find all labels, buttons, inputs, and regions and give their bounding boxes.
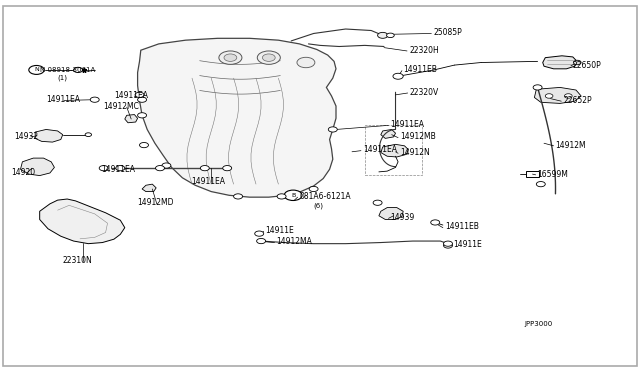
- Circle shape: [29, 65, 44, 74]
- Circle shape: [444, 243, 452, 248]
- Text: (1): (1): [58, 74, 68, 81]
- Text: 081A6-6121A: 081A6-6121A: [300, 192, 351, 201]
- Circle shape: [99, 166, 108, 171]
- Text: 14911EA: 14911EA: [390, 120, 424, 129]
- Circle shape: [200, 166, 209, 171]
- Circle shape: [564, 94, 572, 98]
- Text: 14911EA: 14911EA: [114, 92, 148, 100]
- Circle shape: [284, 190, 302, 201]
- Circle shape: [234, 194, 243, 199]
- Circle shape: [277, 194, 286, 199]
- Circle shape: [138, 113, 147, 118]
- Circle shape: [328, 127, 337, 132]
- Text: JPP3000: JPP3000: [525, 321, 553, 327]
- Text: B: B: [291, 193, 295, 198]
- Polygon shape: [138, 38, 336, 197]
- Text: 25085P: 25085P: [434, 28, 463, 37]
- Circle shape: [444, 241, 452, 246]
- Polygon shape: [125, 115, 138, 123]
- Circle shape: [223, 166, 232, 171]
- Circle shape: [573, 60, 581, 65]
- Circle shape: [219, 51, 242, 64]
- Text: 14912N: 14912N: [400, 148, 429, 157]
- Circle shape: [85, 133, 92, 137]
- Text: 14912M: 14912M: [556, 141, 586, 150]
- Circle shape: [373, 200, 382, 205]
- Polygon shape: [142, 184, 156, 192]
- Text: 22310N: 22310N: [63, 256, 92, 265]
- Circle shape: [156, 166, 164, 171]
- Text: (6): (6): [314, 202, 324, 209]
- Text: 14911EB: 14911EB: [403, 65, 437, 74]
- Text: 22320H: 22320H: [410, 46, 439, 55]
- Text: 14912MB: 14912MB: [400, 132, 436, 141]
- Polygon shape: [20, 158, 54, 176]
- Text: 22320V: 22320V: [410, 88, 439, 97]
- Polygon shape: [543, 56, 576, 69]
- Circle shape: [533, 85, 542, 90]
- Text: 14912MA: 14912MA: [276, 237, 312, 246]
- Polygon shape: [379, 208, 403, 219]
- Circle shape: [431, 220, 440, 225]
- Text: 14911EA: 14911EA: [363, 145, 397, 154]
- Circle shape: [224, 54, 237, 61]
- Text: 14920: 14920: [12, 169, 36, 177]
- Text: 16599M: 16599M: [538, 170, 568, 179]
- Circle shape: [262, 54, 275, 61]
- Bar: [526, 171, 539, 177]
- Polygon shape: [381, 144, 408, 157]
- Text: N: N: [34, 67, 39, 73]
- Text: 14911EA: 14911EA: [191, 177, 225, 186]
- Text: 14912MC: 14912MC: [104, 102, 140, 110]
- Circle shape: [162, 163, 171, 168]
- Circle shape: [536, 182, 545, 187]
- Text: N 08918-3061A: N 08918-3061A: [40, 67, 95, 73]
- Circle shape: [309, 186, 318, 192]
- Circle shape: [255, 231, 264, 236]
- Circle shape: [545, 94, 553, 98]
- Circle shape: [387, 33, 394, 38]
- FancyBboxPatch shape: [3, 6, 637, 366]
- Text: 22652P: 22652P: [563, 96, 592, 105]
- Text: 14911E: 14911E: [266, 226, 294, 235]
- Text: 22650P: 22650P: [573, 61, 602, 70]
- Circle shape: [140, 142, 148, 148]
- Circle shape: [74, 67, 83, 73]
- Text: 14911EA: 14911EA: [46, 95, 80, 104]
- Circle shape: [135, 92, 144, 97]
- Text: 14939: 14939: [390, 213, 415, 222]
- Polygon shape: [35, 129, 63, 142]
- Text: 14911E: 14911E: [453, 240, 482, 249]
- Text: 14911EB: 14911EB: [445, 222, 479, 231]
- Circle shape: [393, 73, 403, 79]
- Circle shape: [138, 97, 147, 102]
- Polygon shape: [534, 87, 581, 103]
- Text: 14911EA: 14911EA: [101, 165, 135, 174]
- Polygon shape: [40, 199, 125, 244]
- Circle shape: [257, 51, 280, 64]
- Circle shape: [297, 57, 315, 68]
- Polygon shape: [381, 129, 396, 138]
- Text: 14912MD: 14912MD: [138, 198, 174, 207]
- Circle shape: [90, 97, 99, 102]
- Text: 14932: 14932: [14, 132, 38, 141]
- Circle shape: [378, 32, 388, 38]
- Circle shape: [116, 166, 125, 171]
- Circle shape: [257, 238, 266, 244]
